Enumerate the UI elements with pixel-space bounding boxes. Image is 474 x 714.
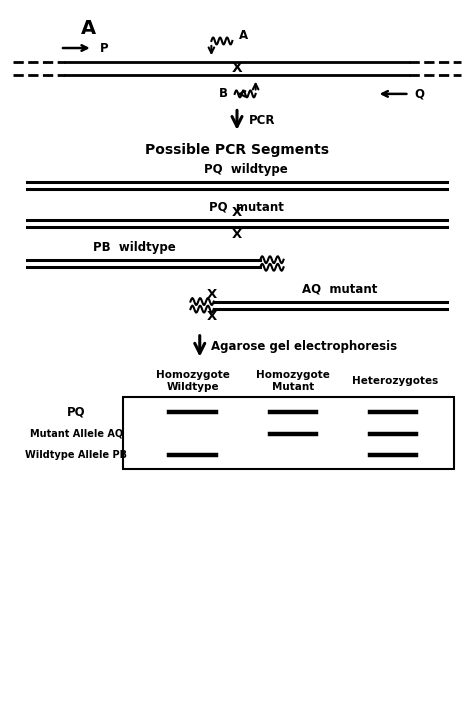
Text: Agarose gel electrophoresis: Agarose gel electrophoresis: [211, 340, 398, 353]
Text: Homozygote
Mutant: Homozygote Mutant: [256, 370, 330, 393]
Text: A: A: [239, 29, 248, 42]
Text: AQ  mutant: AQ mutant: [302, 283, 377, 296]
Text: PQ  wildtype: PQ wildtype: [204, 163, 288, 176]
Text: PQ: PQ: [67, 406, 86, 419]
Text: Q: Q: [414, 87, 424, 101]
Text: X: X: [206, 310, 217, 323]
Text: B: B: [219, 87, 228, 101]
Text: X: X: [232, 228, 242, 241]
Text: X: X: [232, 206, 242, 219]
Text: Possible PCR Segments: Possible PCR Segments: [145, 144, 329, 157]
Text: P: P: [100, 41, 108, 54]
Text: X: X: [232, 61, 242, 76]
Text: PB  wildtype: PB wildtype: [93, 241, 176, 253]
Text: Mutant Allele AQ: Mutant Allele AQ: [30, 428, 123, 438]
Text: PCR: PCR: [249, 114, 275, 126]
Text: Wildtype Allele PB: Wildtype Allele PB: [25, 450, 128, 460]
Text: Homozygote
Wildtype: Homozygote Wildtype: [156, 370, 230, 393]
Text: X: X: [206, 288, 217, 301]
Text: PQ  mutant: PQ mutant: [209, 201, 284, 213]
Text: Heterozygotes: Heterozygotes: [352, 376, 438, 386]
Text: A: A: [81, 19, 96, 39]
